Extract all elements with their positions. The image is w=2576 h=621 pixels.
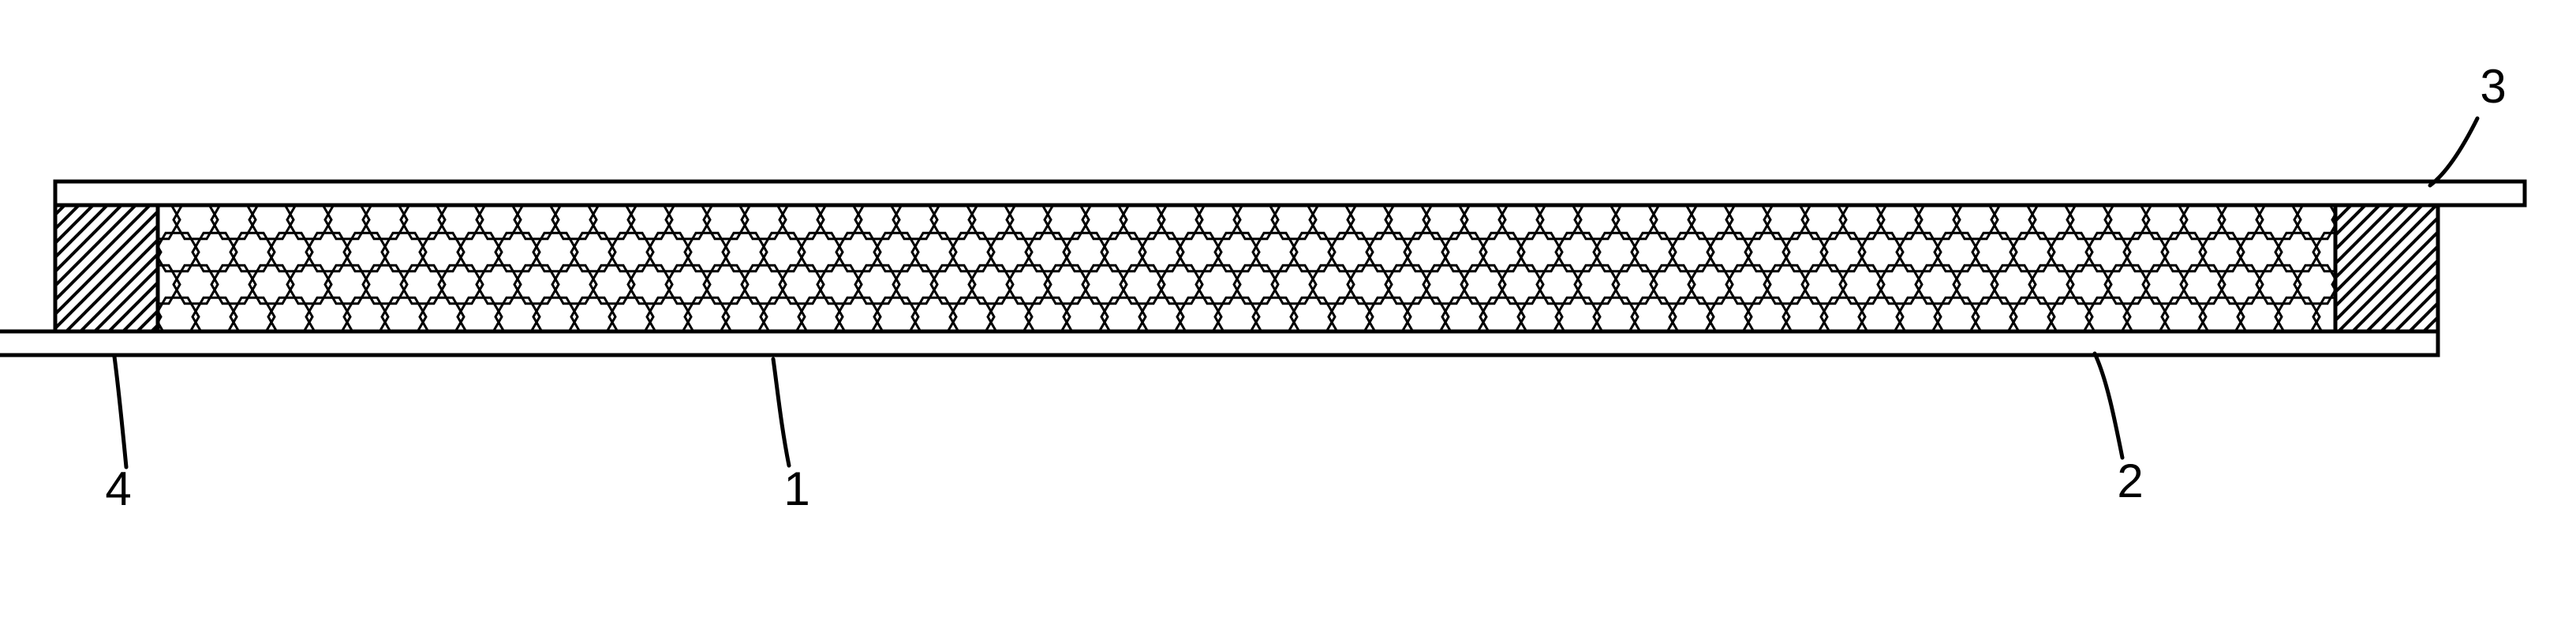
lead-line-2 [2095, 354, 2122, 458]
lead-line-3 [2430, 118, 2477, 185]
lead-line-1 [773, 359, 789, 466]
top-skin [55, 181, 2525, 205]
end-block-left [55, 205, 158, 331]
lead-line-4 [114, 357, 126, 467]
cross-section-diagram: 3 2 1 4 [0, 0, 2576, 621]
callout-label-2: 2 [2117, 455, 2143, 507]
callout-label-1: 1 [783, 462, 809, 515]
callout-label-4: 4 [105, 462, 131, 515]
callout-label-3: 3 [2480, 60, 2506, 113]
honeycomb-core-region [158, 205, 2335, 331]
bottom-skin [0, 331, 2438, 355]
end-block-right [2335, 205, 2438, 331]
